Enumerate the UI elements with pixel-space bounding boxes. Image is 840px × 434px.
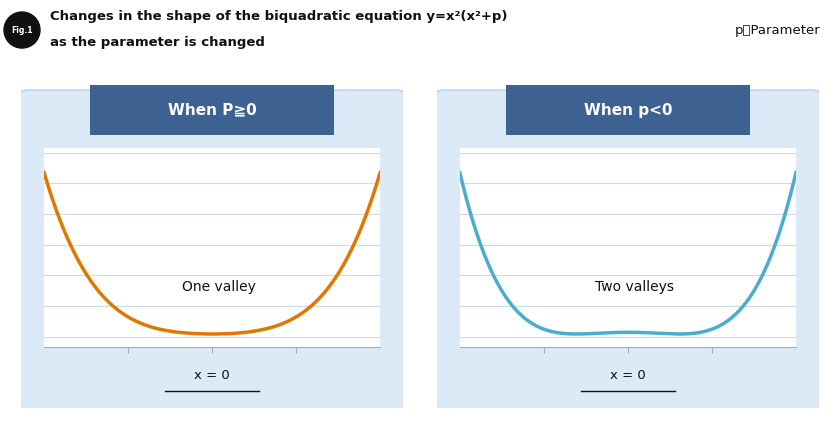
Text: x = 0: x = 0	[194, 369, 230, 381]
FancyBboxPatch shape	[17, 90, 407, 411]
Text: x = 0: x = 0	[610, 369, 646, 381]
FancyBboxPatch shape	[75, 82, 349, 138]
FancyBboxPatch shape	[433, 90, 823, 411]
Text: When P≧0: When P≧0	[168, 102, 256, 118]
Text: One valley: One valley	[182, 280, 255, 294]
Circle shape	[4, 12, 40, 48]
Text: When p<0: When p<0	[584, 102, 672, 118]
Text: as the parameter is changed: as the parameter is changed	[50, 36, 265, 49]
Text: Two valleys: Two valleys	[595, 280, 675, 294]
Text: Changes in the shape of the biquadratic equation y=x²(x²+p): Changes in the shape of the biquadratic …	[50, 10, 507, 23]
FancyBboxPatch shape	[491, 82, 765, 138]
Text: Fig.1: Fig.1	[11, 26, 33, 35]
Text: p：Parameter: p：Parameter	[734, 23, 820, 36]
